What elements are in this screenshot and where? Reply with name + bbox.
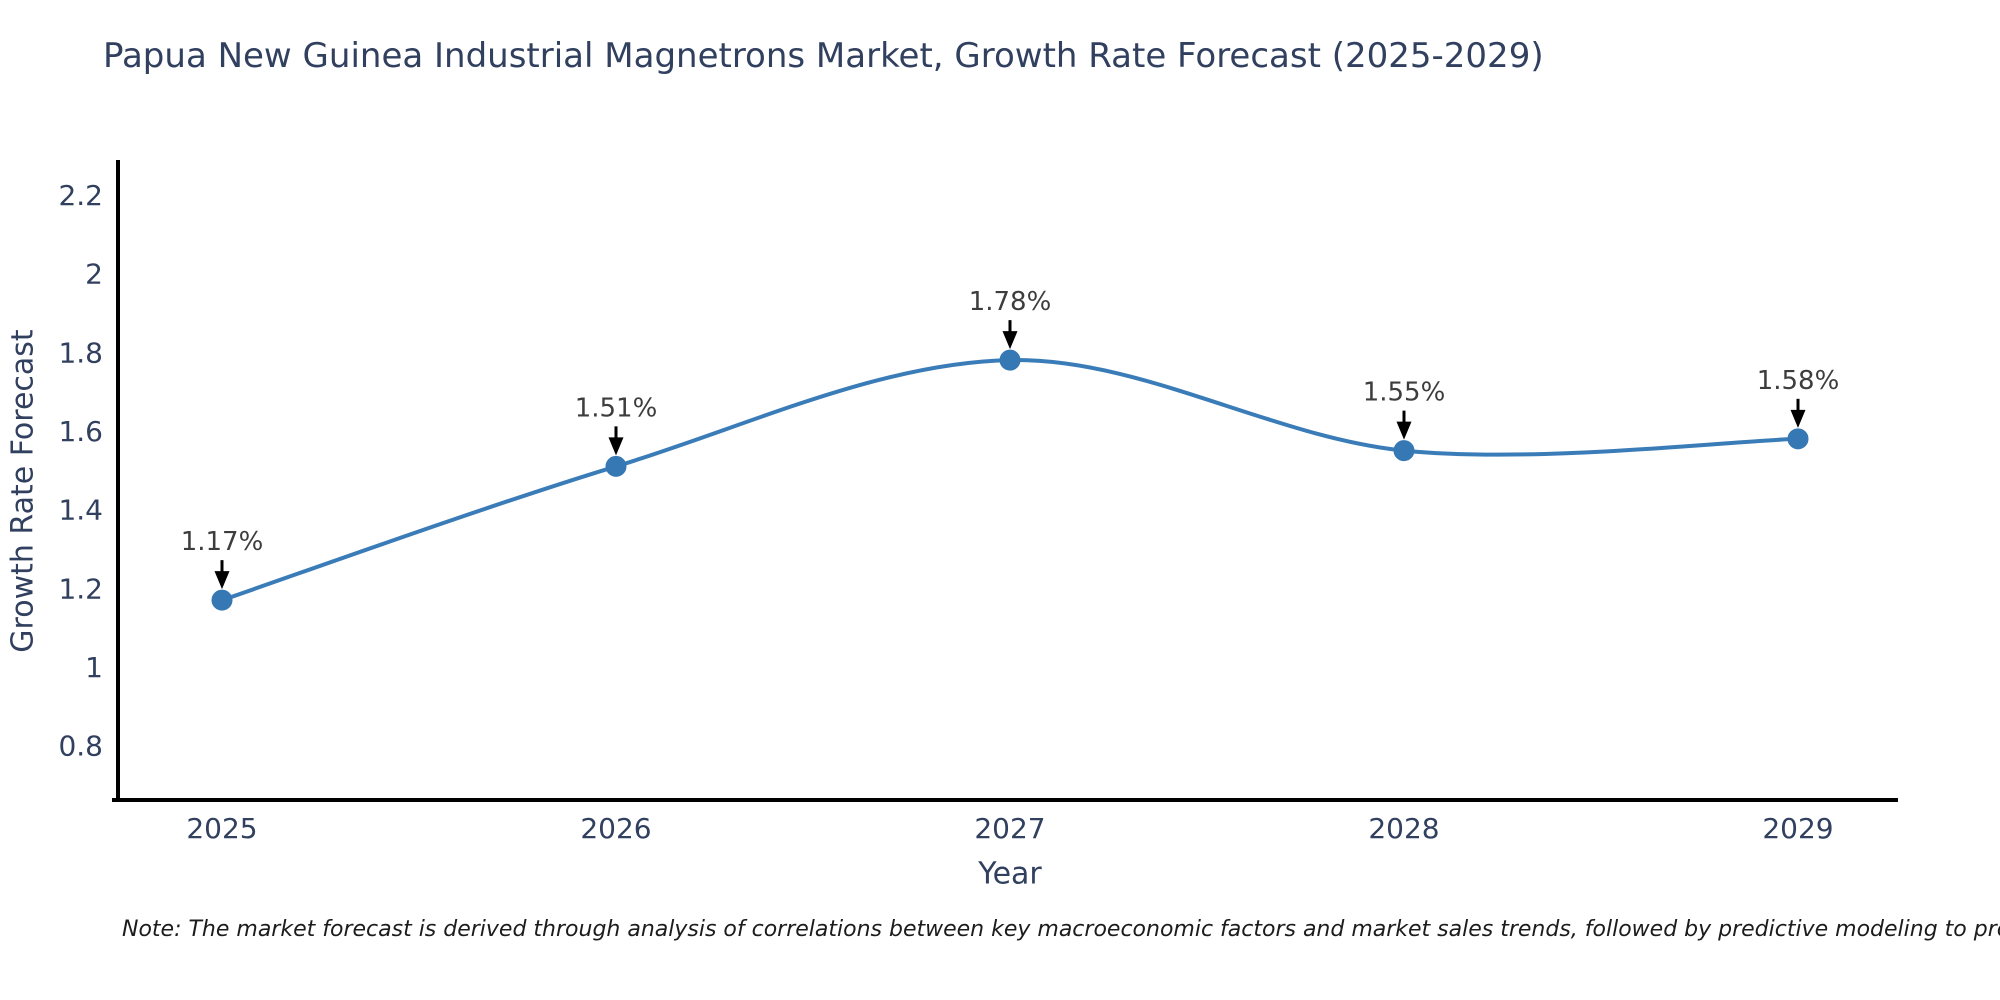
series-line bbox=[220, 358, 1800, 603]
annotation-arrow-head bbox=[1790, 409, 1806, 428]
data-point-marker bbox=[1787, 428, 1809, 450]
data-point-marker bbox=[211, 589, 233, 611]
y-tick-label: 0.8 bbox=[58, 730, 103, 763]
y-tick-label: 2 bbox=[85, 258, 103, 291]
x-tick-label: 2027 bbox=[974, 812, 1045, 845]
data-point-label: 1.78% bbox=[969, 287, 1052, 317]
annotation-arrow-head bbox=[608, 437, 624, 456]
x-tick-label: 2025 bbox=[186, 812, 257, 845]
data-point-marker bbox=[999, 349, 1021, 371]
x-tick-label: 2026 bbox=[580, 812, 651, 845]
data-point-marker bbox=[605, 455, 627, 477]
y-tick-label: 1.6 bbox=[58, 415, 103, 448]
x-tick-label: 2029 bbox=[1762, 812, 1833, 845]
y-tick-label: 1.4 bbox=[58, 494, 103, 527]
data-point-label: 1.58% bbox=[1757, 366, 1840, 396]
annotation-arrow-head bbox=[1396, 421, 1412, 440]
data-point-marker bbox=[1393, 440, 1415, 462]
data-point-label: 1.55% bbox=[1363, 378, 1446, 408]
annotation-arrow-head bbox=[1002, 331, 1018, 350]
footnote: Note: The market forecast is derived thr… bbox=[122, 917, 2000, 942]
y-axis-title: Growth Rate Forecast bbox=[5, 329, 41, 653]
y-tick-label: 1.8 bbox=[58, 336, 103, 369]
x-axis-title: Year bbox=[978, 856, 1042, 892]
y-tick-label: 1.2 bbox=[58, 572, 103, 605]
x-tick-label: 2028 bbox=[1368, 812, 1439, 845]
chart-title: Papua New Guinea Industrial Magnetrons M… bbox=[103, 36, 1544, 76]
y-tick-label: 2.2 bbox=[58, 179, 103, 212]
y-tick-label: 1 bbox=[85, 651, 103, 684]
data-point-label: 1.17% bbox=[181, 527, 264, 557]
data-point-label: 1.51% bbox=[575, 393, 658, 423]
annotation-arrow-head bbox=[214, 571, 230, 590]
